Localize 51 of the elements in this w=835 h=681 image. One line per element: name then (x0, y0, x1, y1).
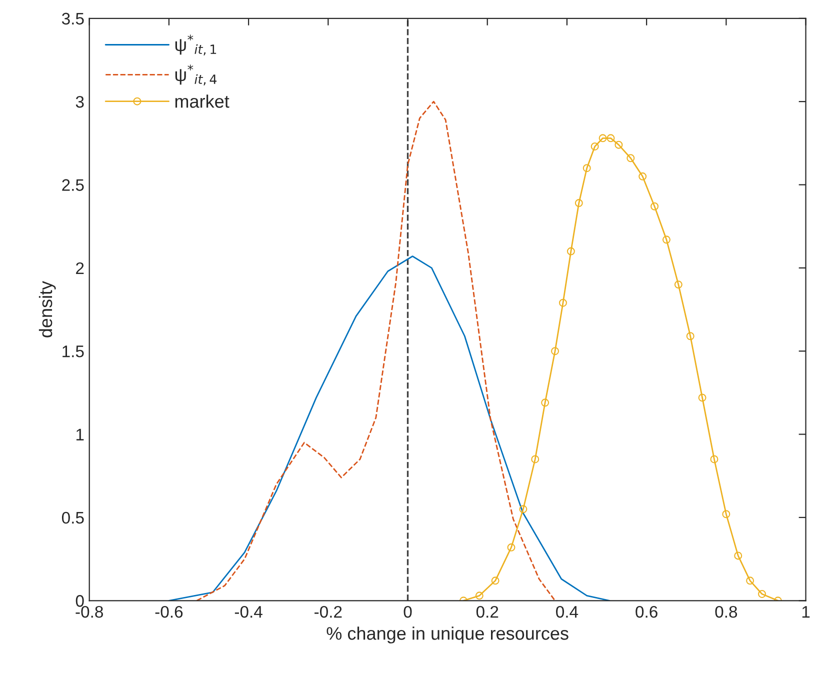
point (710, 455, 718, 464)
point (638, 172, 647, 180)
x-tick-label: 0.4 (556, 606, 578, 618)
point (698, 394, 706, 402)
x-tick-label: -0.6 (155, 606, 183, 618)
point (558, 298, 567, 307)
point (574, 199, 583, 208)
point (491, 576, 500, 585)
y-axis-title: density (38, 280, 56, 338)
y-tick-label: 3.5 (62, 12, 84, 25)
point (566, 247, 575, 256)
x-axis-title: % change in unique resources (326, 626, 568, 644)
legend-label: ψ$^{*}$$_{it,4}$ (175, 64, 217, 86)
point (582, 164, 591, 172)
point (519, 505, 528, 514)
y-tick-label: 1 (76, 428, 84, 440)
point (734, 552, 742, 560)
x-tick-label: 0.8 (715, 606, 738, 618)
point (531, 455, 540, 464)
x-tick-label: 0.6 (636, 606, 658, 618)
point (590, 142, 599, 150)
x-tick-label: 0.2 (476, 606, 498, 618)
point (551, 347, 560, 356)
point (598, 134, 607, 142)
point (650, 202, 659, 210)
x-tick-label: -0.4 (234, 606, 262, 618)
legend-label: ψ$^{*}$$_{it,1}$ (175, 34, 216, 56)
y-tick-label: 0.5 (62, 512, 84, 524)
point (686, 332, 694, 340)
point (758, 590, 766, 598)
point (746, 576, 754, 585)
x-tick-label: 0 (404, 606, 412, 618)
line-series (168, 256, 610, 601)
y-tick-label: 1.5 (62, 346, 84, 358)
point (507, 543, 516, 552)
y-tick-label: 2.5 (62, 179, 84, 191)
point (674, 280, 682, 289)
point (722, 510, 730, 518)
point (662, 236, 670, 244)
point (541, 398, 550, 407)
y-tick-label: 0 (76, 595, 84, 607)
x-tick-label: -0.2 (314, 606, 342, 618)
point (606, 134, 615, 142)
point (614, 140, 623, 149)
point (475, 592, 484, 600)
y-tick-label: 3 (76, 96, 84, 108)
point (626, 154, 635, 162)
legend-label: market (175, 94, 230, 108)
y-tick-label: 2 (76, 262, 84, 274)
x-tick-label: -0.8 (76, 606, 103, 618)
x-tick-label: 1 (802, 606, 810, 618)
